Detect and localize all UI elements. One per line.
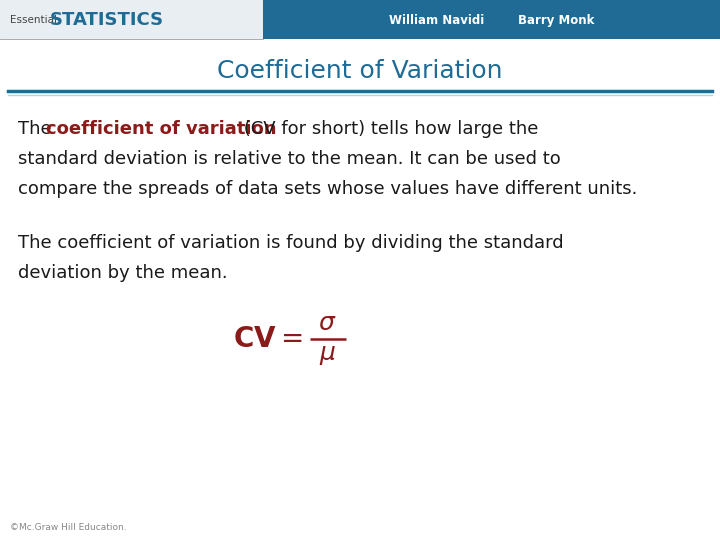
Text: deviation by the mean.: deviation by the mean. [18, 264, 228, 282]
Bar [0, 0, 263, 39]
Text: ©Mc.Graw Hill Education.: ©Mc.Graw Hill Education. [10, 523, 127, 532]
Text: Coefficient of Variation: Coefficient of Variation [217, 59, 503, 83]
Text: The: The [18, 120, 58, 138]
Text: The coefficient of variation is found by dividing the standard: The coefficient of variation is found by… [18, 234, 564, 252]
Text: $\mathit{\mu}$: $\mathit{\mu}$ [319, 343, 336, 367]
Text: Essential: Essential [10, 15, 57, 25]
Text: STATISTICS: STATISTICS [50, 11, 164, 29]
Text: coefficient of variation: coefficient of variation [46, 120, 276, 138]
Text: $\mathit{\sigma}$: $\mathit{\sigma}$ [318, 311, 337, 335]
Text: compare the spreads of data sets whose values have different units.: compare the spreads of data sets whose v… [18, 180, 637, 198]
Text: William Navidi: William Navidi [389, 14, 484, 27]
Text: standard deviation is relative to the mean. It can be used to: standard deviation is relative to the me… [18, 150, 561, 168]
Bar [0, 0, 720, 39]
Text: $\mathbf{CV} =$: $\mathbf{CV} =$ [233, 325, 302, 353]
Text: Barry Monk: Barry Monk [518, 14, 595, 27]
Text: (CV for short) tells how large the: (CV for short) tells how large the [238, 120, 539, 138]
